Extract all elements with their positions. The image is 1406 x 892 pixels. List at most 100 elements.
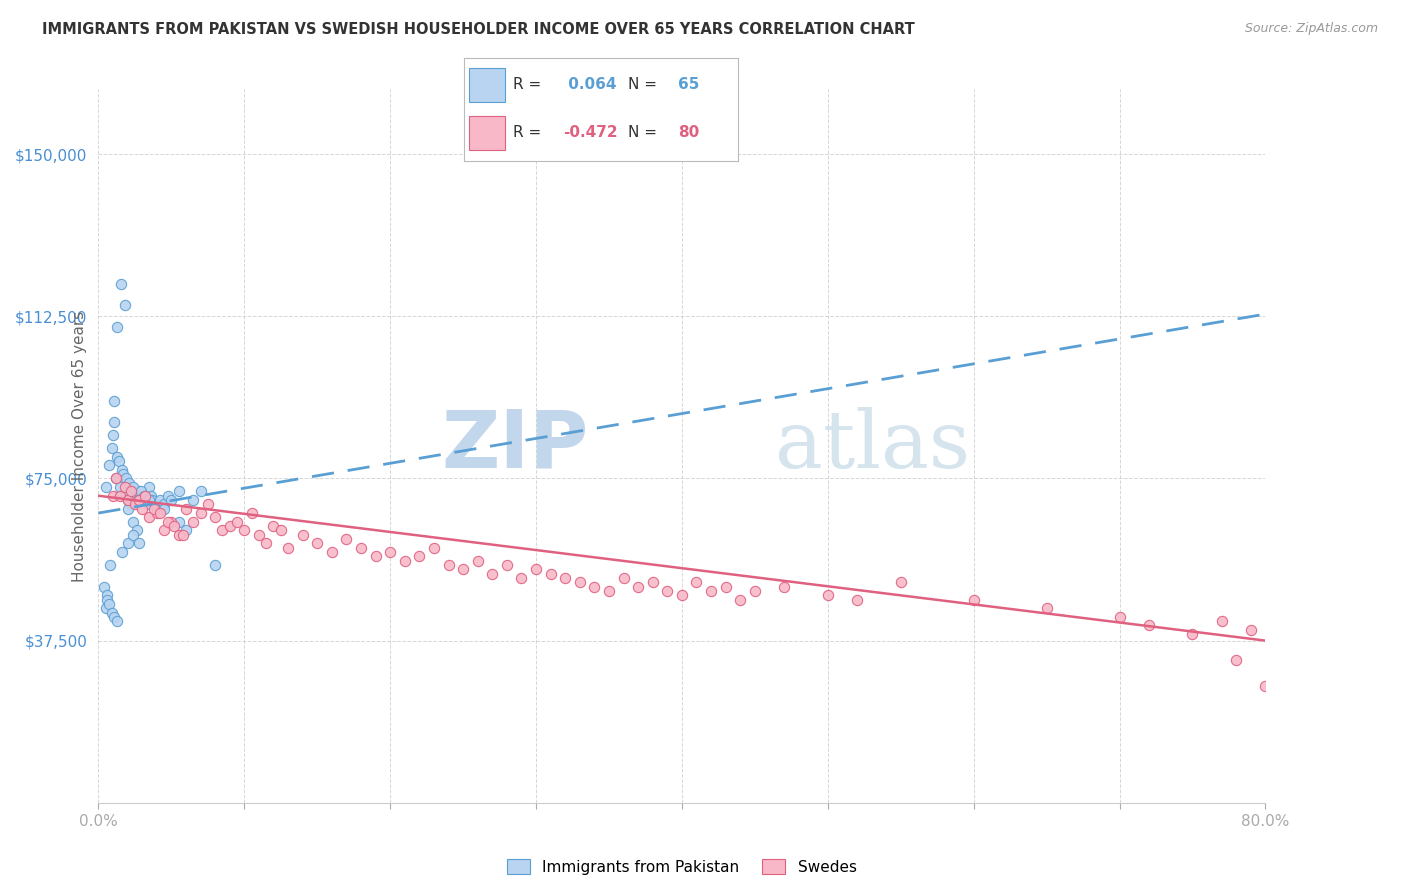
Point bbox=[146, 506, 169, 520]
Bar bbox=[470, 117, 505, 150]
Point bbox=[101, 428, 124, 442]
Point bbox=[364, 549, 387, 564]
Point bbox=[117, 493, 139, 508]
Point bbox=[233, 524, 256, 538]
Point bbox=[437, 558, 460, 572]
Point bbox=[117, 501, 139, 516]
Point bbox=[114, 298, 136, 312]
Point bbox=[117, 536, 139, 550]
Text: IMMIGRANTS FROM PAKISTAN VS SWEDISH HOUSEHOLDER INCOME OVER 65 YEARS CORRELATION: IMMIGRANTS FROM PAKISTAN VS SWEDISH HOUS… bbox=[42, 22, 915, 37]
Text: Source: ZipAtlas.com: Source: ZipAtlas.com bbox=[1244, 22, 1378, 36]
Point bbox=[136, 497, 159, 511]
Point bbox=[138, 510, 160, 524]
Point bbox=[181, 493, 204, 508]
Point bbox=[263, 519, 285, 533]
Point bbox=[817, 588, 839, 602]
Bar bbox=[470, 69, 505, 102]
Text: 0.064: 0.064 bbox=[562, 77, 616, 92]
Point bbox=[714, 580, 737, 594]
Point bbox=[103, 393, 125, 408]
Point bbox=[291, 527, 314, 541]
Point bbox=[167, 484, 190, 499]
Point bbox=[773, 580, 796, 594]
Point bbox=[890, 575, 912, 590]
Point bbox=[97, 597, 120, 611]
Point bbox=[110, 277, 132, 291]
Point bbox=[124, 497, 146, 511]
Point bbox=[142, 501, 165, 516]
Point bbox=[190, 484, 212, 499]
Legend: Immigrants from Pakistan, Swedes: Immigrants from Pakistan, Swedes bbox=[501, 853, 863, 880]
Point bbox=[240, 506, 263, 520]
Text: atlas: atlas bbox=[775, 407, 970, 485]
Point bbox=[111, 545, 134, 559]
Point bbox=[226, 515, 249, 529]
Point bbox=[408, 549, 430, 564]
Point bbox=[157, 515, 180, 529]
Point bbox=[100, 441, 122, 455]
Point bbox=[204, 510, 226, 524]
Point bbox=[122, 480, 145, 494]
Point bbox=[112, 467, 135, 482]
Point bbox=[143, 497, 166, 511]
Point bbox=[131, 493, 153, 508]
Point bbox=[496, 558, 519, 572]
Point bbox=[134, 489, 156, 503]
Point bbox=[598, 583, 620, 598]
Point bbox=[1181, 627, 1204, 641]
Point bbox=[190, 506, 212, 520]
Point bbox=[110, 489, 132, 503]
Point bbox=[124, 489, 146, 503]
Point bbox=[167, 515, 190, 529]
Point bbox=[149, 506, 172, 520]
Point bbox=[141, 493, 163, 508]
Text: N =: N = bbox=[628, 77, 662, 92]
Text: 65: 65 bbox=[678, 77, 699, 92]
Point bbox=[254, 536, 277, 550]
Point bbox=[108, 454, 131, 468]
Point bbox=[104, 471, 127, 485]
Point bbox=[134, 489, 156, 503]
Point bbox=[125, 489, 148, 503]
Point bbox=[350, 541, 373, 555]
Point bbox=[627, 580, 650, 594]
Point bbox=[114, 489, 136, 503]
Point bbox=[101, 489, 124, 503]
Point bbox=[174, 501, 197, 516]
Point bbox=[120, 484, 142, 499]
Point bbox=[846, 592, 869, 607]
Point bbox=[174, 524, 197, 538]
Point bbox=[132, 489, 155, 503]
Point bbox=[98, 558, 121, 572]
Point bbox=[568, 575, 591, 590]
Point bbox=[962, 592, 984, 607]
Point bbox=[138, 493, 160, 508]
Point bbox=[685, 575, 707, 590]
Text: 80: 80 bbox=[678, 126, 699, 140]
Point bbox=[197, 497, 219, 511]
Point bbox=[110, 480, 132, 494]
Point bbox=[128, 484, 150, 499]
Point bbox=[114, 480, 136, 494]
Point bbox=[125, 524, 148, 538]
Point bbox=[153, 524, 176, 538]
Point bbox=[153, 497, 176, 511]
Point bbox=[149, 493, 172, 508]
Text: N =: N = bbox=[628, 126, 662, 140]
Point bbox=[105, 320, 128, 334]
Point bbox=[105, 450, 128, 464]
Point bbox=[1240, 623, 1263, 637]
Point bbox=[121, 484, 143, 499]
Point bbox=[613, 571, 636, 585]
Point bbox=[97, 458, 120, 473]
Y-axis label: Householder Income Over 65 years: Householder Income Over 65 years bbox=[72, 310, 87, 582]
Point bbox=[127, 493, 149, 508]
Point bbox=[160, 515, 183, 529]
Point bbox=[700, 583, 723, 598]
Point bbox=[93, 580, 115, 594]
Point bbox=[135, 493, 157, 508]
Point bbox=[321, 545, 343, 559]
Point bbox=[744, 583, 766, 598]
Text: ZIP: ZIP bbox=[441, 407, 589, 485]
Text: R =: R = bbox=[513, 77, 547, 92]
